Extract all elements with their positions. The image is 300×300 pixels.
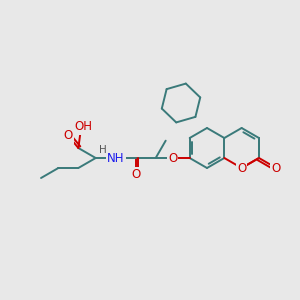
Text: O: O xyxy=(131,169,140,182)
Text: O: O xyxy=(237,161,246,175)
Text: OH: OH xyxy=(74,121,92,134)
Text: O: O xyxy=(272,161,281,175)
Text: H: H xyxy=(99,145,106,155)
Text: NH: NH xyxy=(107,152,124,164)
Text: O: O xyxy=(168,152,177,164)
Text: O: O xyxy=(64,129,73,142)
